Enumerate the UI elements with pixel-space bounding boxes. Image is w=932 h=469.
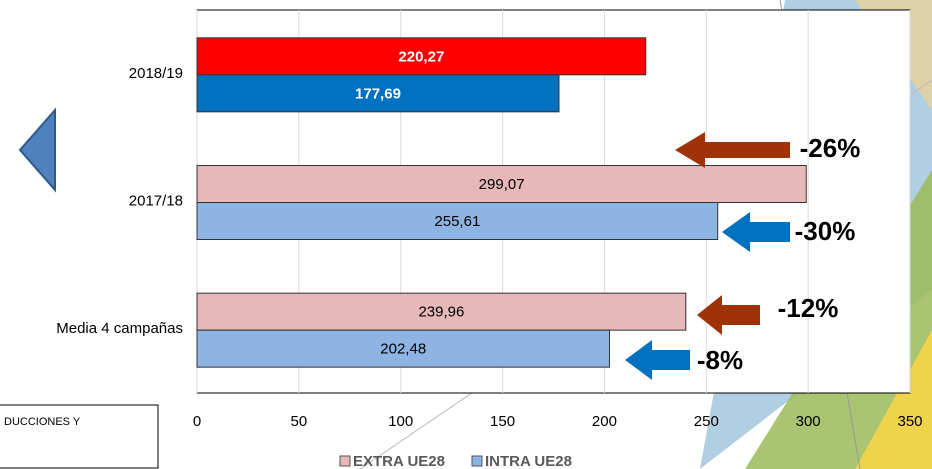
y-tick-label: 2017/18 xyxy=(129,192,183,209)
nav-back[interactable] xyxy=(18,107,56,193)
x-tick-label: 0 xyxy=(193,413,201,430)
value-label: 255,61 xyxy=(434,213,480,230)
value-label: 177,69 xyxy=(355,85,401,102)
x-tick-label: 300 xyxy=(796,413,821,430)
bar xyxy=(196,165,807,203)
bar xyxy=(196,329,610,368)
x-tick-label: 150 xyxy=(490,413,515,430)
x-tick-label: 100 xyxy=(388,413,413,430)
x-tick-label: 250 xyxy=(694,413,719,430)
annotation: -30% xyxy=(795,216,856,246)
side-note: DUCCIONES Y xyxy=(4,416,81,428)
arrows xyxy=(625,132,790,380)
annotation: -26% xyxy=(800,133,861,163)
legend-swatch xyxy=(339,455,351,467)
value-label: 220,27 xyxy=(398,48,444,65)
bar xyxy=(196,74,560,113)
x-tick-label: 350 xyxy=(897,413,922,430)
x-tick-label: 50 xyxy=(291,413,308,430)
annotation: -12% xyxy=(778,293,839,323)
y-tick-label: Media 4 campañas xyxy=(56,320,183,337)
bar xyxy=(196,37,647,76)
legend-swatch xyxy=(471,455,483,467)
side-box xyxy=(0,404,159,469)
bar xyxy=(196,202,719,240)
legend-label: INTRA UE28 xyxy=(485,453,572,469)
value-label: 202,48 xyxy=(380,341,426,358)
annotation: -8% xyxy=(697,345,743,375)
x-tick-label: 200 xyxy=(592,413,617,430)
y-tick-label: 2018/19 xyxy=(129,65,183,82)
legend-label: EXTRA UE28 xyxy=(353,453,445,469)
value-label: 239,96 xyxy=(418,304,464,321)
value-label: 299,07 xyxy=(479,176,525,193)
